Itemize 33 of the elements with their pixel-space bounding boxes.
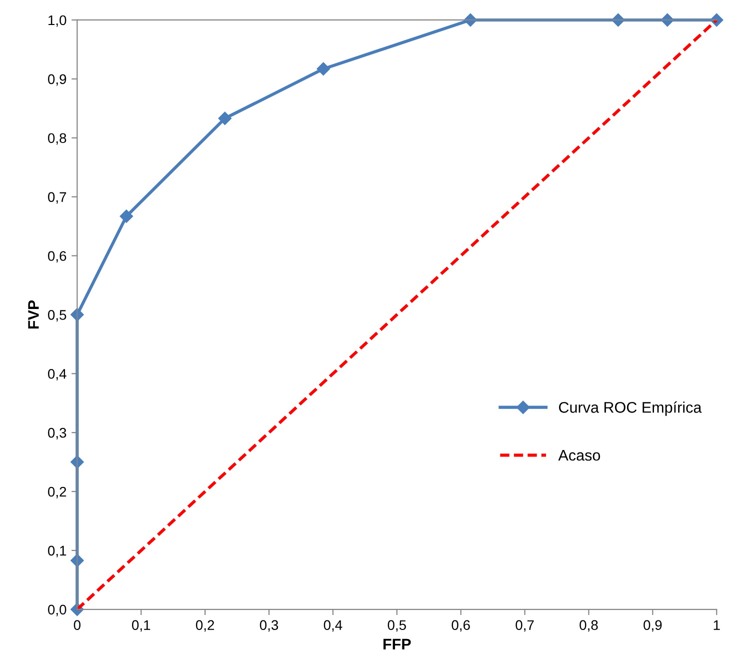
x-tick-label: 0,1: [132, 620, 150, 632]
y-tick-label: 0,3: [48, 428, 66, 440]
y-tick-label: 0,0: [48, 604, 66, 616]
x-tick-label: 1: [714, 620, 720, 630]
y-tick-label: 0,4: [48, 368, 66, 380]
y-tick-label: 1,0: [48, 15, 66, 27]
x-tick-label: 0,2: [196, 620, 214, 632]
y-tick-label: 0,7: [48, 192, 66, 204]
x-tick-label: 0,7: [516, 620, 534, 632]
y-tick-label: 0,1: [48, 546, 66, 558]
x-tick-label: 0,3: [260, 620, 278, 632]
point: [70, 455, 84, 469]
x-axis-title: FFP: [383, 638, 411, 650]
legend-label: Acaso: [558, 450, 600, 461]
y-tick-label: 0,6: [48, 251, 66, 263]
y-tick-label: 0,8: [48, 133, 66, 145]
point: [70, 308, 84, 322]
point: [218, 112, 232, 125]
point: [612, 13, 625, 27]
x-tick-label: 0,9: [644, 620, 662, 632]
legend-label: Curva ROC Empírica: [559, 401, 702, 416]
x-tick-label: 0,4: [324, 620, 342, 632]
x-tick-label: 0,6: [452, 620, 470, 632]
y-axis-title: FVP: [28, 300, 39, 329]
x-tick-label: 0,8: [580, 620, 598, 632]
point: [70, 554, 84, 568]
point: [120, 210, 133, 223]
x-tick-label: 0: [74, 620, 80, 630]
y-tick-label: 0,2: [48, 486, 66, 498]
x-tick-label: 0,5: [388, 620, 406, 632]
y-tick-label: 0,9: [48, 74, 66, 86]
y-tick-label: 0,5: [48, 310, 66, 322]
point: [316, 62, 330, 76]
